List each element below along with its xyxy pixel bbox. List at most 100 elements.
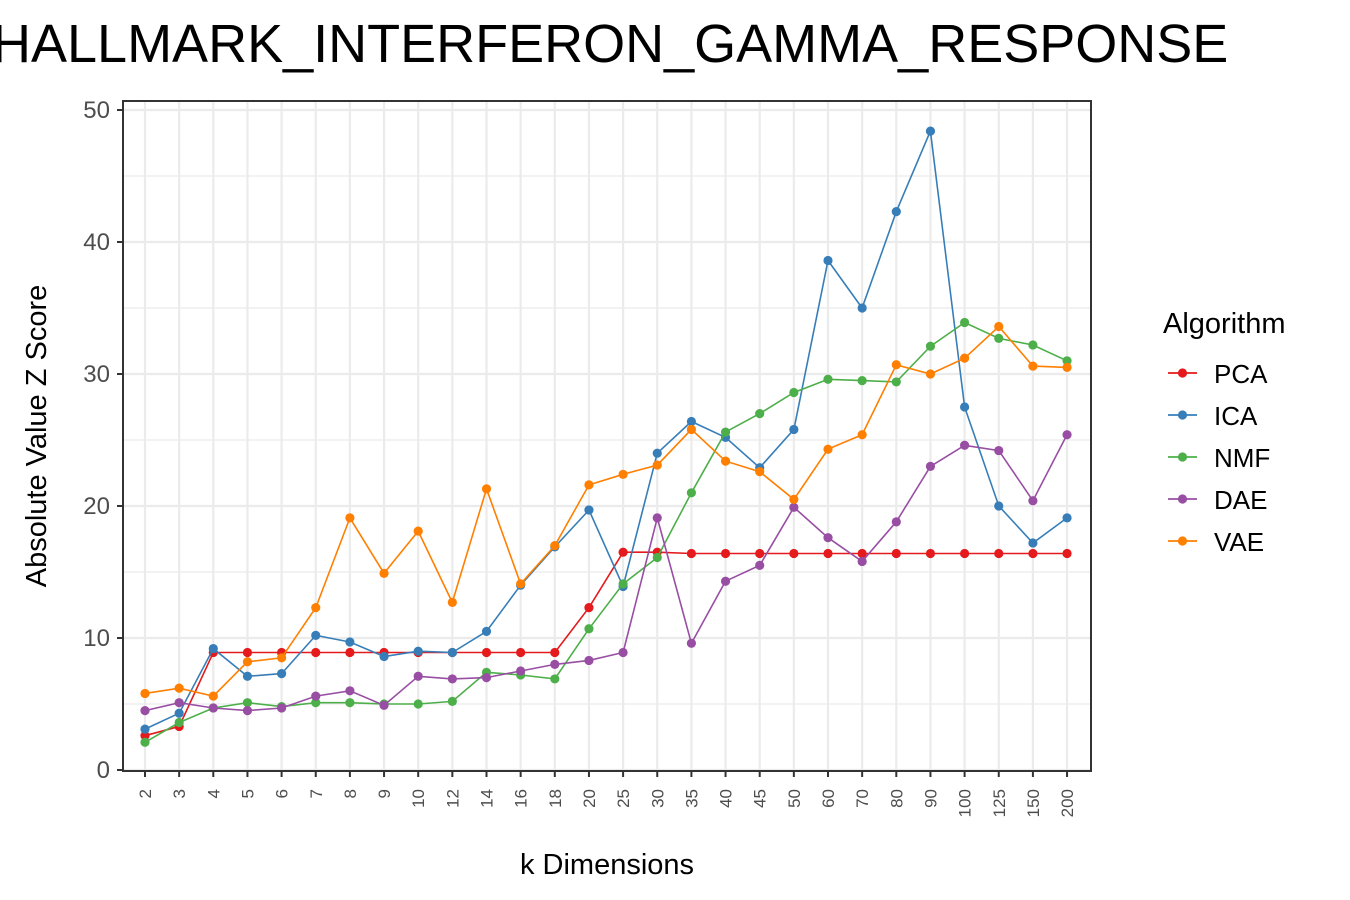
data-point-ica xyxy=(994,501,1004,511)
data-point-dae xyxy=(550,659,560,670)
x-tick-label: 16 xyxy=(512,789,531,808)
data-point-ica xyxy=(311,630,321,640)
data-point-vae xyxy=(242,657,253,667)
series-line-ica xyxy=(144,128,1068,730)
series-nmf xyxy=(140,317,1072,747)
data-point-nmf xyxy=(413,699,423,709)
data-point-vae xyxy=(140,688,150,699)
data-point-ica xyxy=(208,643,218,654)
data-point-nmf xyxy=(584,624,594,634)
data-point-pca xyxy=(345,647,355,658)
data-point-vae xyxy=(925,369,936,379)
data-point-ica xyxy=(584,505,594,515)
x-tick-label: 70 xyxy=(853,789,872,808)
data-point-dae xyxy=(379,700,389,710)
data-point-dae xyxy=(960,440,970,450)
chart-title: HALLMARK_INTERFERON_GAMMA_RESPONSE xyxy=(0,14,1228,74)
x-tick-label: 45 xyxy=(751,789,770,808)
data-point-nmf xyxy=(550,674,560,684)
y-tick-label: 10 xyxy=(83,625,110,652)
data-point-pca xyxy=(925,548,936,559)
data-point-dae xyxy=(823,533,833,543)
legend: Algorithm PCA ICA NMF DAE VAE xyxy=(1163,308,1286,557)
data-point-nmf xyxy=(242,698,253,708)
data-point-vae xyxy=(379,568,389,578)
data-point-pca xyxy=(550,647,560,658)
data-point-vae xyxy=(208,691,218,701)
data-point-pca xyxy=(823,548,833,559)
data-point-vae xyxy=(584,480,594,490)
data-point-nmf xyxy=(652,552,662,563)
x-tick-label: 25 xyxy=(614,789,633,808)
x-tick-label: 60 xyxy=(819,789,838,808)
data-point-ica xyxy=(823,255,833,266)
x-tick-label: 9 xyxy=(375,789,394,798)
legend-key-point xyxy=(1177,494,1188,504)
data-point-vae xyxy=(755,467,765,477)
data-point-pca xyxy=(720,548,731,559)
series-line-pca xyxy=(144,551,1067,737)
data-point-vae xyxy=(618,469,628,479)
x-tick-label: 90 xyxy=(921,789,940,808)
x-axis-ticks: 2 3 4 5 6 7 8 9 10 12 14 16 18 20 25 30 35 40 45 50 60 70 80 90… xyxy=(136,771,1077,817)
x-tick-label: 5 xyxy=(238,789,257,798)
series-layer xyxy=(140,126,1072,747)
data-point-pca xyxy=(891,548,901,559)
data-point-pca xyxy=(789,548,799,559)
legend-key-point xyxy=(1177,410,1188,420)
series-vae xyxy=(140,321,1072,701)
data-point-dae xyxy=(516,666,526,676)
data-point-vae xyxy=(311,603,321,613)
data-point-dae xyxy=(994,445,1004,456)
data-point-vae xyxy=(277,653,287,663)
data-point-nmf xyxy=(618,579,628,589)
data-point-dae xyxy=(755,560,765,571)
x-tick-label: 100 xyxy=(956,789,975,817)
data-point-vae xyxy=(994,321,1004,332)
data-point-nmf xyxy=(823,374,833,384)
data-point-ica xyxy=(481,626,492,637)
legend-items: PCA ICA NMF DAE VAE xyxy=(1168,359,1270,557)
legend-item-dae: DAE xyxy=(1168,485,1267,515)
data-point-vae xyxy=(1028,361,1038,371)
data-point-vae xyxy=(516,579,526,589)
data-point-vae xyxy=(720,456,731,466)
y-tick-label: 50 xyxy=(83,97,110,124)
series-line-nmf xyxy=(144,321,1068,743)
series-ica xyxy=(140,126,1072,734)
legend-label-pca: PCA xyxy=(1214,359,1268,389)
series-line-dae xyxy=(144,434,1068,712)
legend-label-nmf: NMF xyxy=(1214,443,1270,473)
data-point-pca xyxy=(584,603,594,613)
data-point-ica xyxy=(1062,513,1072,523)
data-point-vae xyxy=(550,541,560,551)
data-point-vae xyxy=(447,597,457,607)
data-point-ica xyxy=(686,416,697,427)
legend-item-ica: ICA xyxy=(1168,401,1258,431)
x-tick-label: 35 xyxy=(682,789,701,808)
data-point-dae xyxy=(140,706,150,716)
data-point-pca xyxy=(755,548,765,559)
x-tick-label: 8 xyxy=(341,789,360,798)
data-point-dae xyxy=(925,461,936,471)
data-point-dae xyxy=(481,673,492,683)
data-point-dae xyxy=(720,576,731,586)
data-point-ica xyxy=(891,207,901,217)
data-point-ica xyxy=(345,637,355,647)
data-point-pca xyxy=(1028,548,1038,559)
data-point-nmf xyxy=(755,409,765,419)
data-point-dae xyxy=(174,698,184,708)
data-point-ica xyxy=(960,402,970,412)
data-point-vae xyxy=(174,683,184,693)
data-point-pca xyxy=(857,548,867,559)
data-point-nmf xyxy=(174,717,184,728)
legend-item-pca: PCA xyxy=(1168,359,1268,389)
data-point-pca xyxy=(311,647,321,658)
data-point-dae xyxy=(686,638,697,648)
data-point-nmf xyxy=(891,377,901,387)
data-point-dae xyxy=(208,703,218,713)
data-point-vae xyxy=(345,513,355,523)
data-point-ica xyxy=(379,651,389,662)
data-point-dae xyxy=(618,647,628,658)
data-point-dae xyxy=(584,655,594,666)
